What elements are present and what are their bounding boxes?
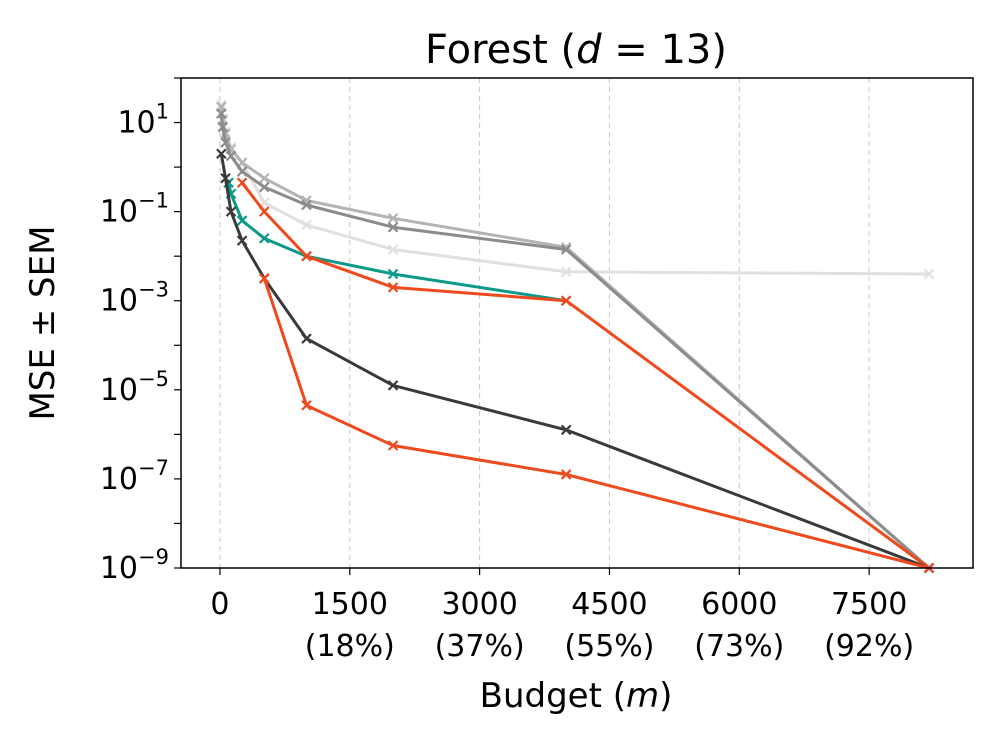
y-tick-label: 10−9 xyxy=(100,545,169,586)
data-point-marker xyxy=(387,244,399,255)
data-point-marker xyxy=(387,213,399,224)
x-tick-sublabel: (18%) xyxy=(305,629,395,664)
data-point-marker xyxy=(220,137,231,148)
data-point-marker xyxy=(387,268,399,280)
chart-title: Forest (d = 13) xyxy=(425,27,727,73)
data-point-marker xyxy=(301,250,312,262)
x-axis-ticks: 0 1500 (18%) 3000 (37%) 4500 (55%) 6000 (73%) 750… xyxy=(210,568,914,664)
x-axis-label-var: m xyxy=(626,676,659,716)
data-point-marker xyxy=(258,181,270,193)
data-point-marker xyxy=(387,440,399,451)
y-tick-label: 10−3 xyxy=(100,278,169,319)
data-point-marker xyxy=(216,148,227,160)
series-line-orange-upper xyxy=(240,181,930,570)
x-grid xyxy=(219,78,870,568)
data-point-marker xyxy=(560,244,572,255)
chart-title-suffix: = 13) xyxy=(602,27,727,73)
x-tick-label: 0 xyxy=(210,587,229,622)
y-tick-exponent: −3 xyxy=(138,278,169,302)
data-point-marker xyxy=(236,215,248,226)
data-point-marker xyxy=(258,206,270,217)
x-tick-label: 3000 xyxy=(441,587,517,622)
data-point-marker xyxy=(236,166,248,177)
y-tick-base: 10 xyxy=(117,106,155,141)
data-point-marker xyxy=(236,177,248,188)
data-point-marker xyxy=(560,295,572,307)
y-axis-label: MSE ± SEM xyxy=(23,226,63,421)
x-tick-sublabel: (92%) xyxy=(824,629,914,664)
series-light-gray xyxy=(216,99,935,280)
y-tick-exponent: −5 xyxy=(138,367,169,391)
data-point-marker xyxy=(923,268,935,280)
x-tick-label: 1500 xyxy=(312,587,388,622)
series-gray xyxy=(216,108,935,574)
series-mid-gray xyxy=(216,101,935,574)
series-group xyxy=(216,99,935,574)
x-axis-label-prefix: Budget ( xyxy=(480,676,626,716)
data-point-marker xyxy=(560,266,572,278)
data-point-marker xyxy=(225,150,237,162)
data-point-marker xyxy=(258,233,270,244)
data-point-marker xyxy=(217,121,228,133)
x-axis-label: Budget (m) xyxy=(480,676,673,716)
x-tick-sublabel: (55%) xyxy=(564,629,654,664)
data-point-marker xyxy=(387,282,399,293)
y-tick-exponent: 1 xyxy=(156,100,169,124)
x-tick-label: 7500 xyxy=(831,587,907,622)
y-tick-base: 10 xyxy=(100,284,138,319)
series-dark xyxy=(216,148,935,574)
y-tick-exponent: −9 xyxy=(138,545,169,569)
data-point-marker xyxy=(387,221,399,233)
chart-title-prefix: Forest ( xyxy=(425,27,576,73)
x-tick-label: 4500 xyxy=(571,587,647,622)
x-tick-label: 6000 xyxy=(701,587,777,622)
data-point-marker xyxy=(258,172,270,184)
y-tick-base: 10 xyxy=(100,373,138,408)
series-line-light-gray xyxy=(219,104,930,276)
y-tick-exponent: −1 xyxy=(138,189,169,213)
x-axis-label-suffix: ) xyxy=(659,676,672,716)
x-tick-sublabel: (73%) xyxy=(694,629,784,664)
y-tick-label: 10−1 xyxy=(100,189,169,230)
chart-title-var: d xyxy=(576,27,602,73)
y-tick-exponent: −7 xyxy=(138,456,169,480)
series-teal xyxy=(223,177,572,307)
data-point-marker xyxy=(301,400,312,411)
series-orange-lower xyxy=(258,273,935,574)
series-line-dark xyxy=(219,153,930,570)
y-tick-base: 10 xyxy=(100,195,138,230)
series-line-gray xyxy=(219,113,930,570)
data-point-marker xyxy=(560,424,572,436)
series-line-mid-gray xyxy=(219,106,930,570)
data-point-marker xyxy=(387,380,399,391)
data-point-marker xyxy=(560,469,572,480)
data-point-marker xyxy=(216,99,227,111)
y-tick-label: 10−7 xyxy=(100,456,169,497)
y-tick-base: 10 xyxy=(100,551,138,586)
y-tick-label: 10−5 xyxy=(100,367,169,408)
data-point-marker xyxy=(301,199,312,211)
data-point-marker xyxy=(216,108,227,119)
x-tick-sublabel: (37%) xyxy=(435,629,525,664)
y-tick-base: 10 xyxy=(100,462,138,497)
y-tick-label: 101 xyxy=(117,100,169,141)
data-point-marker xyxy=(220,172,231,184)
data-point-marker xyxy=(236,235,248,246)
data-point-marker xyxy=(301,333,312,344)
series-orange-upper xyxy=(236,177,935,574)
data-point-marker xyxy=(258,273,270,284)
plot-frame xyxy=(180,77,974,569)
data-point-marker xyxy=(225,206,237,217)
data-point-marker xyxy=(301,219,312,231)
